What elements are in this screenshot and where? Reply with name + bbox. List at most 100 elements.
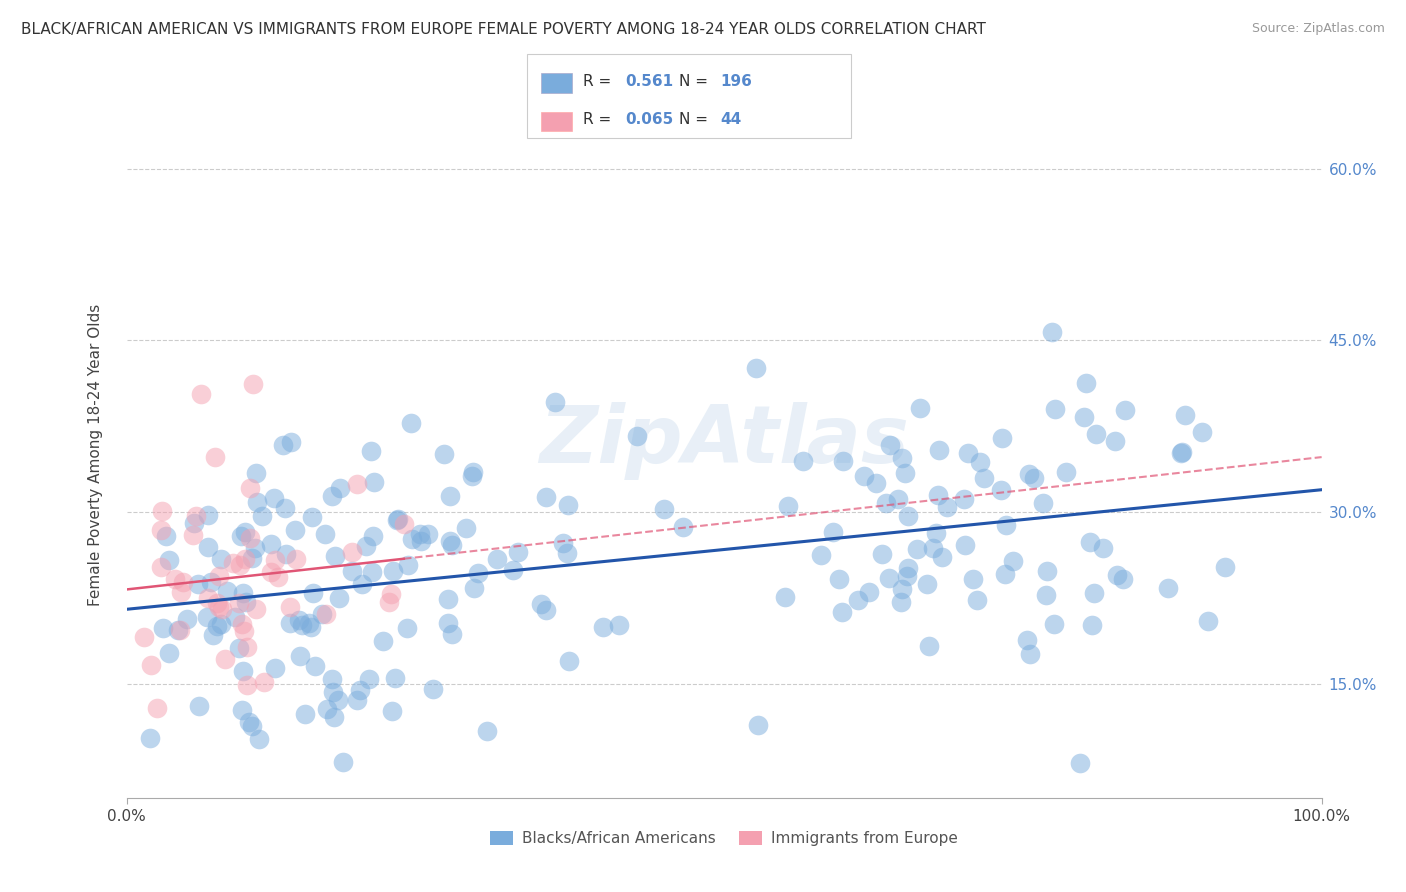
Point	[314, 527, 336, 541]
Point	[922, 541, 945, 555]
Point	[294, 707, 316, 722]
Point	[792, 454, 814, 468]
Point	[1083, 585, 1105, 599]
Text: R =: R =	[583, 112, 617, 128]
Text: Source: ZipAtlas.com: Source: ZipAtlas.com	[1251, 22, 1385, 36]
Point	[197, 541, 219, 555]
Point	[176, 612, 198, 626]
Point	[321, 672, 343, 686]
Point	[555, 546, 578, 560]
Point	[134, 630, 156, 644]
Point	[209, 617, 232, 632]
Point	[905, 542, 928, 557]
Point	[399, 417, 422, 431]
Point	[890, 595, 912, 609]
Point	[1174, 408, 1197, 422]
Point	[1035, 565, 1057, 579]
Point	[301, 509, 323, 524]
Point	[209, 552, 232, 566]
Point	[181, 527, 204, 541]
Point	[342, 564, 364, 578]
Point	[195, 610, 218, 624]
Point	[328, 591, 350, 605]
Text: 196: 196	[720, 74, 752, 89]
Point	[167, 623, 190, 637]
Point	[246, 495, 269, 509]
Point	[461, 468, 484, 483]
Point	[197, 508, 219, 523]
Text: ZipAtlas: ZipAtlas	[538, 402, 910, 480]
Point	[240, 551, 263, 566]
Point	[553, 535, 575, 549]
Point	[1024, 471, 1046, 485]
Point	[207, 600, 229, 615]
Point	[284, 552, 307, 566]
Point	[953, 538, 976, 552]
Point	[969, 455, 991, 469]
Point	[1073, 410, 1095, 425]
Point	[222, 557, 245, 571]
Point	[360, 444, 382, 458]
Point	[274, 500, 297, 515]
Point	[260, 566, 283, 580]
Point	[288, 613, 311, 627]
Point	[224, 610, 246, 624]
Point	[183, 516, 205, 530]
Point	[1112, 572, 1135, 586]
Point	[454, 521, 477, 535]
Point	[188, 699, 211, 714]
Point	[232, 665, 254, 679]
Point	[304, 659, 326, 673]
Point	[827, 572, 849, 586]
Point	[995, 517, 1018, 532]
Point	[821, 525, 844, 540]
Point	[321, 489, 343, 503]
Point	[214, 652, 236, 666]
Point	[396, 621, 419, 635]
Point	[897, 508, 920, 523]
Text: 44: 44	[720, 112, 741, 128]
Point	[1017, 633, 1039, 648]
Point	[232, 586, 254, 600]
Point	[396, 558, 419, 573]
Point	[908, 401, 931, 416]
Point	[626, 429, 648, 443]
Point	[190, 386, 212, 401]
Point	[1035, 589, 1057, 603]
Point	[200, 575, 222, 590]
Point	[149, 523, 172, 537]
Point	[437, 615, 460, 630]
Point	[1107, 568, 1129, 582]
Point	[1213, 560, 1236, 574]
Point	[169, 624, 191, 638]
Point	[865, 476, 887, 491]
Point	[240, 719, 263, 733]
Point	[349, 683, 371, 698]
Point	[652, 502, 675, 516]
Point	[887, 491, 910, 506]
Point	[440, 627, 463, 641]
Text: 0.065: 0.065	[626, 112, 673, 128]
Point	[231, 703, 253, 717]
Point	[927, 487, 949, 501]
Point	[990, 483, 1012, 497]
Point	[853, 469, 876, 483]
Point	[346, 693, 368, 707]
Point	[233, 524, 256, 539]
Point	[931, 549, 953, 564]
Point	[672, 520, 695, 534]
Point	[301, 586, 323, 600]
Point	[1018, 467, 1040, 482]
Point	[361, 529, 384, 543]
Point	[1074, 376, 1097, 391]
Point	[361, 566, 384, 580]
Point	[238, 532, 260, 546]
Point	[197, 591, 219, 606]
Point	[299, 620, 322, 634]
Text: BLACK/AFRICAN AMERICAN VS IMMIGRANTS FROM EUROPE FEMALE POVERTY AMONG 18-24 YEAR: BLACK/AFRICAN AMERICAN VS IMMIGRANTS FRO…	[21, 22, 986, 37]
Point	[350, 577, 373, 591]
Legend: Blacks/African Americans, Immigrants from Europe: Blacks/African Americans, Immigrants fro…	[484, 825, 965, 853]
Point	[1045, 401, 1067, 416]
Point	[325, 549, 347, 563]
Point	[973, 470, 995, 484]
